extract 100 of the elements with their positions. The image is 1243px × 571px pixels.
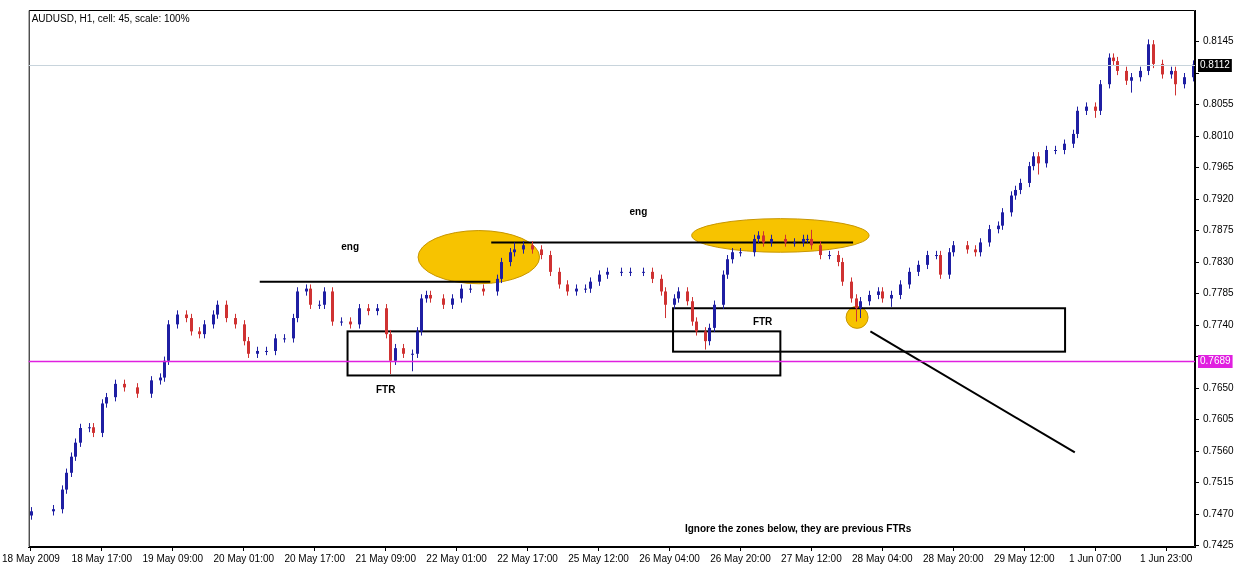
candlestick xyxy=(753,234,756,257)
candlestick xyxy=(394,343,397,366)
candlestick xyxy=(1045,145,1048,169)
candlestick xyxy=(939,250,942,280)
candlestick xyxy=(855,293,858,323)
y-tick-label: 0.7785 xyxy=(1203,287,1235,299)
y-tick-label: 0.7740 xyxy=(1203,318,1235,330)
candlestick xyxy=(1125,66,1128,86)
y-tick-label: 0.8055 xyxy=(1203,98,1235,110)
y-tick-label: 0.7830 xyxy=(1203,255,1235,267)
candlestick xyxy=(283,333,286,344)
annotation: Ignore the zones below, they are previous FTRs xyxy=(684,522,912,534)
candlestick xyxy=(1174,66,1177,96)
x-tick-label: 26 May 04:00 xyxy=(639,552,701,564)
candlestick xyxy=(340,316,343,327)
candlestick xyxy=(1072,129,1075,149)
y-tick-label: 0.7650 xyxy=(1203,381,1235,393)
x-tick-label: 20 May 01:00 xyxy=(213,552,275,564)
ref-line-label: 0.8112 xyxy=(1200,59,1231,71)
candlestick xyxy=(926,250,929,270)
annotation: FTR xyxy=(375,383,397,395)
candlestick xyxy=(899,279,902,300)
candlestick xyxy=(908,267,911,290)
x-tick-label: 22 May 01:00 xyxy=(426,552,488,564)
candlestick xyxy=(664,286,667,319)
candlestick xyxy=(1130,72,1133,94)
candlestick xyxy=(819,240,822,260)
x-tick-label: 26 May 20:00 xyxy=(710,552,772,564)
candlestick xyxy=(1076,106,1079,139)
y-tick-label: 0.8010 xyxy=(1203,129,1235,141)
candlestick xyxy=(713,300,716,333)
candlestick xyxy=(176,309,179,330)
candlestick xyxy=(411,349,414,372)
candlestick xyxy=(225,300,228,323)
candlestick xyxy=(70,451,73,478)
candlestick xyxy=(584,283,587,294)
candlestick xyxy=(1152,39,1155,69)
candlestick xyxy=(841,257,844,287)
candlestick xyxy=(988,224,991,248)
chart-title: AUDUSD, H1, cell: 45, scale: 100% xyxy=(31,12,190,24)
y-tick-label: 0.7560 xyxy=(1203,444,1235,456)
x-tick-label: 25 May 12:00 xyxy=(568,552,630,564)
candlestick xyxy=(695,316,698,337)
candlestick xyxy=(358,303,361,330)
x-tick-label: 18 May 17:00 xyxy=(71,552,133,564)
x-tick-label: 27 May 12:00 xyxy=(781,552,843,564)
x-tick-label: 29 May 12:00 xyxy=(993,552,1055,564)
candlestick xyxy=(979,237,982,257)
x-tick-label: 1 Jun 23:00 xyxy=(1140,552,1193,564)
y-tick-label: 0.7920 xyxy=(1203,192,1235,204)
candlestick xyxy=(704,326,707,351)
y-tick-label: 0.7470 xyxy=(1203,507,1235,519)
candlestick xyxy=(810,229,813,250)
candlestick xyxy=(509,247,512,267)
candlestick xyxy=(150,375,153,399)
candlestick xyxy=(1001,207,1004,231)
candlestick xyxy=(1028,161,1031,188)
candlestick xyxy=(274,333,277,356)
x-tick-label: 28 May 20:00 xyxy=(923,552,985,564)
candlestick xyxy=(686,286,689,306)
candlestick xyxy=(549,250,552,277)
candlestick xyxy=(74,437,77,462)
candlestick xyxy=(65,468,68,495)
candlestick xyxy=(416,326,419,359)
candlestick xyxy=(190,313,193,337)
candlestick xyxy=(323,286,326,310)
candlestick xyxy=(469,283,472,294)
x-tick-label: 19 May 09:00 xyxy=(142,552,204,564)
candlestick xyxy=(1032,151,1035,171)
x-tick-label: 1 Jun 07:00 xyxy=(1069,552,1122,564)
candlestick xyxy=(496,274,499,297)
y-tick-label: 0.8145 xyxy=(1203,35,1235,47)
candlestick xyxy=(850,276,853,304)
candlestick xyxy=(247,336,250,359)
candlestick xyxy=(1116,56,1119,76)
candlestick xyxy=(859,296,862,319)
candlestick xyxy=(460,283,463,304)
candlestick xyxy=(292,313,295,344)
candlestick xyxy=(212,309,215,330)
y-tick-label: 0.7875 xyxy=(1203,224,1235,236)
candlestick xyxy=(726,254,729,280)
x-tick-label: 22 May 17:00 xyxy=(497,552,559,564)
candlestick xyxy=(1037,151,1040,176)
candlestick xyxy=(216,300,219,320)
y-tick-label: 0.7515 xyxy=(1203,476,1235,488)
candlestick xyxy=(243,319,246,346)
candlestick xyxy=(691,296,694,327)
candlestick xyxy=(61,484,64,514)
candlestick xyxy=(163,356,166,383)
candlestick xyxy=(558,267,561,290)
candlestick xyxy=(1010,190,1013,218)
candlestick xyxy=(948,247,951,280)
ref-line-label: 0.7689 xyxy=(1200,355,1232,367)
x-tick-label: 18 May 2009 xyxy=(1,552,61,564)
candlestick xyxy=(203,319,206,339)
x-tick-label: 21 May 09:00 xyxy=(355,552,417,564)
x-tick-label: 20 May 17:00 xyxy=(284,552,346,564)
candlestick xyxy=(660,274,663,297)
candlestick xyxy=(500,257,503,284)
annotation: eng xyxy=(629,206,648,218)
